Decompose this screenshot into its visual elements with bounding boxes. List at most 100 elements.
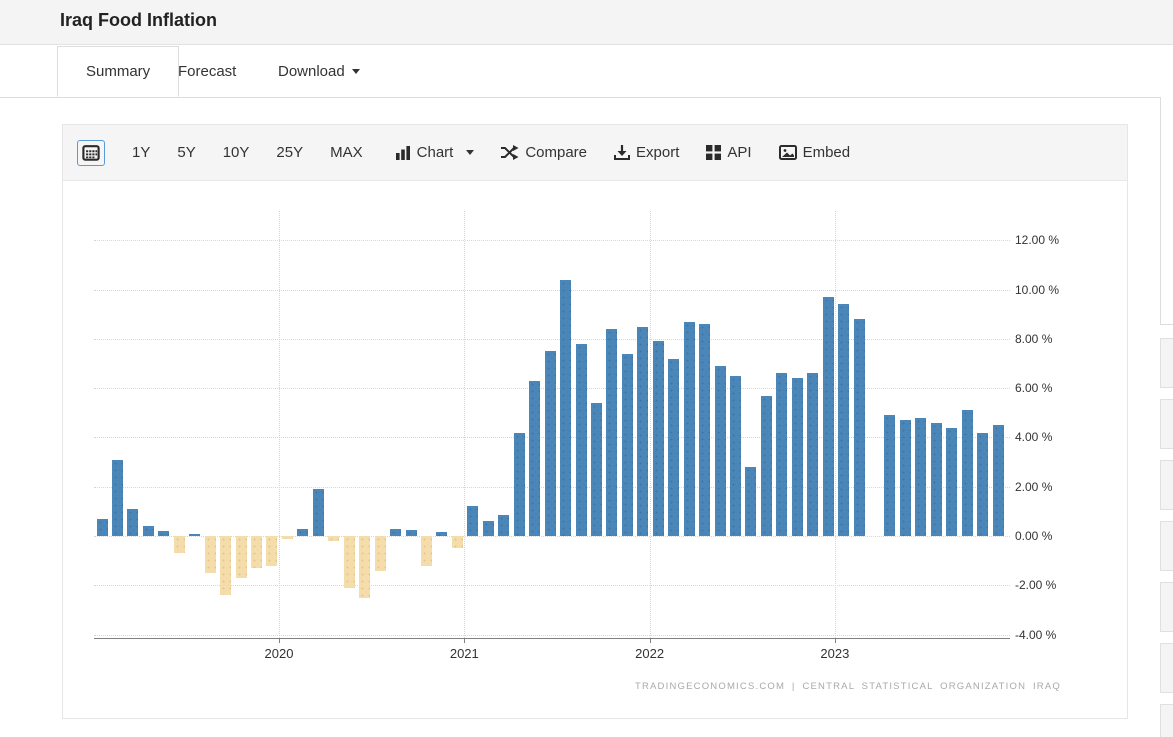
compare-shuffle-icon (501, 145, 519, 160)
bar-2022-02[interactable] (668, 358, 680, 536)
y-gridline (94, 240, 1010, 242)
bar-2023-08[interactable] (946, 427, 958, 536)
bar-2021-03[interactable] (498, 515, 510, 536)
image-icon (778, 145, 797, 160)
bar-2020-07[interactable] (374, 536, 386, 571)
bar-2020-12[interactable] (451, 536, 463, 549)
range-max-label: MAX (330, 144, 363, 161)
bar-2022-10[interactable] (791, 378, 803, 536)
x-axis-year-label: 2022 (635, 646, 665, 661)
side-thumbnail[interactable] (1160, 338, 1173, 388)
bar-2020-10[interactable] (420, 536, 432, 566)
bar-2023-11[interactable] (992, 425, 1004, 536)
range-button-max[interactable]: MAX (330, 144, 363, 161)
bar-2023-06[interactable] (915, 417, 927, 536)
tab-summary-label: Summary (86, 63, 151, 80)
bar-2023-01[interactable] (838, 304, 850, 536)
range-button-5y[interactable]: 5Y (177, 144, 195, 161)
bar-2019-06[interactable] (173, 536, 185, 554)
bar-2021-10[interactable] (606, 328, 618, 536)
range-button-1y[interactable]: 1Y (132, 144, 150, 161)
tab-download[interactable]: Download (278, 46, 360, 97)
bar-2019-11[interactable] (251, 536, 262, 568)
bar-2022-05[interactable] (714, 365, 726, 536)
x-axis-tick (834, 638, 836, 643)
bar-2021-01[interactable] (467, 506, 479, 536)
bar-2019-12[interactable] (266, 536, 278, 566)
page-header: Iraq Food Inflation (0, 0, 1173, 45)
bar-2020-05[interactable] (343, 536, 355, 588)
chart-type-button[interactable]: Chart (395, 144, 475, 161)
export-label: Export (636, 144, 680, 161)
compare-button[interactable]: Compare (501, 144, 587, 161)
side-thumbnail[interactable] (1160, 521, 1173, 571)
bar-2020-04[interactable] (328, 536, 340, 541)
bar-2019-10[interactable] (235, 536, 247, 578)
bar-2020-11[interactable] (436, 532, 448, 536)
bar-2021-06[interactable] (544, 351, 556, 536)
bar-2019-07[interactable] (189, 533, 201, 536)
bar-2021-09[interactable] (590, 402, 602, 536)
bar-2021-12[interactable] (637, 326, 649, 536)
bar-2019-01[interactable] (96, 518, 108, 536)
bar-2019-08[interactable] (204, 536, 216, 573)
bar-2023-07[interactable] (930, 422, 942, 536)
side-thumbnail[interactable] (1160, 460, 1173, 510)
y-axis-tick-label: 12.00 % (1015, 233, 1060, 248)
bar-2022-01[interactable] (652, 341, 664, 536)
api-button[interactable]: API (706, 144, 752, 161)
bar-2023-04[interactable] (884, 415, 896, 536)
bar-2021-11[interactable] (621, 353, 633, 536)
y-axis-tick-label: 0.00 % (1015, 529, 1053, 543)
bar-2023-05[interactable] (899, 420, 911, 536)
bar-2021-07[interactable] (560, 279, 571, 536)
range-button-10y[interactable]: 10Y (223, 144, 250, 161)
bar-2023-02[interactable] (853, 319, 865, 536)
bar-2022-08[interactable] (760, 395, 772, 536)
x-axis-tick (464, 638, 466, 643)
bar-2022-04[interactable] (699, 324, 710, 536)
bar-2022-12[interactable] (822, 296, 834, 536)
side-thumbnail[interactable] (1160, 399, 1173, 449)
bar-2022-09[interactable] (776, 373, 788, 536)
bar-2023-09[interactable] (961, 410, 973, 536)
bar-2021-02[interactable] (482, 521, 494, 536)
bar-2019-03[interactable] (127, 508, 139, 536)
range-10y-label: 10Y (222, 144, 250, 161)
bar-2020-08[interactable] (390, 528, 402, 536)
tab-bar: Summary Forecast Download (0, 46, 1173, 98)
bar-2019-02[interactable] (112, 459, 123, 536)
x-axis-line (94, 638, 1010, 639)
bar-2022-07[interactable] (745, 467, 757, 536)
calendar-button[interactable] (77, 139, 105, 166)
x-axis-year-label: 2020 (264, 646, 294, 661)
bar-2022-11[interactable] (807, 373, 819, 536)
calendar-icon (82, 144, 100, 161)
side-thumbnail[interactable] (1160, 643, 1173, 693)
bar-2019-04[interactable] (142, 526, 154, 536)
side-thumbnail[interactable] (1160, 582, 1173, 632)
tab-forecast[interactable]: Forecast (178, 46, 236, 97)
bar-2020-02[interactable] (297, 528, 309, 536)
chevron-down-icon (466, 150, 475, 155)
bar-2022-06[interactable] (729, 375, 741, 536)
bar-2023-10[interactable] (977, 432, 989, 536)
range-25y-label: 25Y (276, 144, 304, 161)
side-thumbnail[interactable] (1160, 704, 1173, 737)
bar-2019-05[interactable] (158, 531, 170, 536)
bar-2019-09[interactable] (220, 536, 232, 596)
compare-label: Compare (525, 144, 588, 161)
bar-2021-05[interactable] (529, 380, 541, 536)
bar-2020-06[interactable] (359, 536, 371, 598)
x-gridline (834, 211, 836, 638)
bar-2020-09[interactable] (405, 529, 417, 536)
bar-2021-04[interactable] (513, 432, 525, 536)
embed-button[interactable]: Embed (778, 144, 850, 161)
bar-2020-01[interactable] (281, 536, 293, 539)
export-button[interactable]: Export (614, 144, 679, 161)
bar-2021-08[interactable] (575, 343, 587, 536)
range-button-25y[interactable]: 25Y (276, 144, 303, 161)
bar-2022-03[interactable] (683, 321, 695, 536)
bar-2020-03[interactable] (312, 489, 324, 536)
tab-summary[interactable]: Summary (57, 46, 180, 97)
